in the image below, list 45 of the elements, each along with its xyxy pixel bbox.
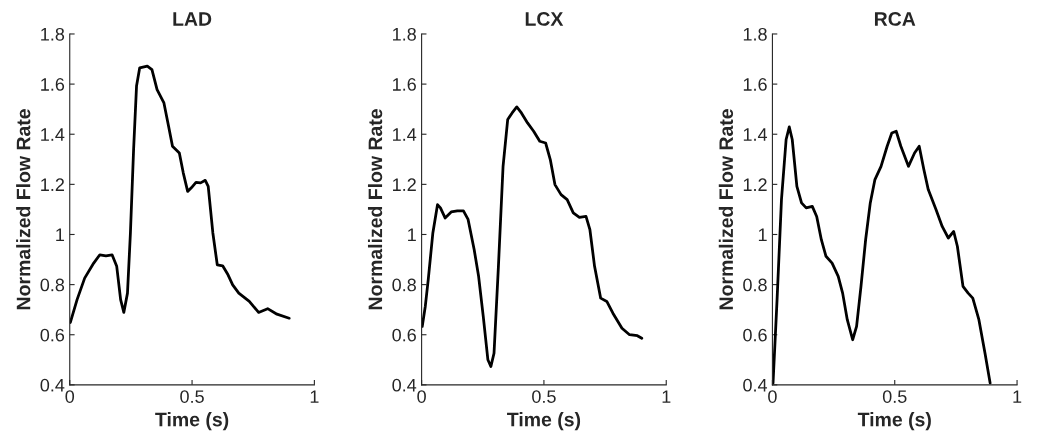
y-tick-label: 1.8 — [393, 27, 416, 41]
y-tick-label: 0.8 — [40, 278, 65, 292]
y-tick-label: 1.4 — [41, 128, 65, 141]
y-tick-label: 1.4 — [743, 128, 768, 141]
x-axis-title: Time (s) — [857, 412, 931, 431]
line-series — [772, 125, 992, 385]
y-tick-label: 1.2 — [393, 178, 416, 191]
x-tick-label: 1 — [662, 390, 671, 403]
y-tick-label: 1.6 — [393, 78, 416, 91]
x-axis-title: Time (s) — [507, 412, 581, 431]
x-tick-label: 0 — [417, 390, 426, 403]
y-tick-label: 1.8 — [743, 27, 767, 41]
y-axis-title: Normalized Flow Rate — [16, 109, 31, 310]
y-tick-label: 1.8 — [41, 27, 65, 41]
y-tick-label: 1.6 — [743, 78, 767, 91]
line-series — [69, 64, 291, 324]
line-series — [421, 105, 644, 368]
x-tick-label: 1 — [1013, 390, 1022, 403]
y-axis-title: Normalized Flow Rate — [367, 109, 383, 310]
y-tick-label: 0.6 — [392, 328, 416, 342]
y-tick-label: 1.6 — [41, 78, 65, 91]
x-tick-label: 0 — [65, 390, 75, 403]
y-tick-label: 0.4 — [392, 378, 417, 392]
x-tick-label: 0.5 — [882, 390, 907, 403]
y-tick-label: 1 — [758, 228, 767, 242]
y-tick-label: 1.4 — [393, 128, 417, 141]
chart-title: LAD — [173, 12, 212, 26]
y-tick-label: 0.8 — [743, 278, 767, 292]
y-axis-title: Normalized Flow Rate — [718, 109, 734, 310]
y-tick-label: 0.6 — [743, 328, 767, 342]
x-tick-label: 0.5 — [532, 390, 556, 403]
chart-title: LCX — [525, 12, 564, 26]
y-tick-label: 0.8 — [392, 278, 416, 292]
x-axis-title: Time (s) — [155, 412, 229, 431]
x-tick-label: 0 — [768, 390, 777, 403]
chart-title: RCA — [874, 12, 916, 26]
y-tick-label: 1.2 — [743, 178, 767, 191]
y-tick-label: 1.2 — [41, 178, 64, 191]
y-tick-label: 1 — [56, 228, 65, 242]
x-tick-label: 0.5 — [180, 390, 204, 403]
y-tick-label: 1 — [408, 228, 416, 242]
y-tick-label: 0.4 — [40, 378, 65, 392]
x-tick-label: 1 — [310, 390, 319, 403]
y-tick-label: 0.6 — [40, 328, 65, 342]
y-tick-label: 0.4 — [743, 378, 768, 392]
